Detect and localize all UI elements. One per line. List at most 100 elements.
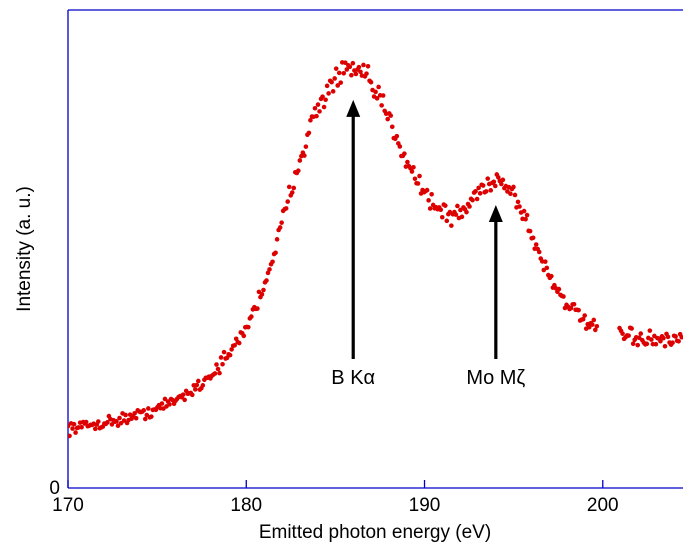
data-point-137 (273, 250, 278, 256)
data-point-327 (561, 294, 566, 299)
data-point-67 (167, 402, 172, 407)
data-point-222 (402, 151, 407, 156)
data-point-263 (464, 209, 469, 215)
data-point-214 (389, 124, 395, 130)
data-point-348 (593, 327, 598, 333)
data-point-50 (141, 408, 147, 413)
data-point-85 (194, 382, 200, 388)
data-point-148 (289, 190, 295, 195)
data-point-324 (556, 286, 562, 292)
data-point-368 (644, 341, 650, 347)
data-point-177 (333, 66, 339, 71)
data-point-141 (279, 220, 284, 225)
data-point-334 (571, 301, 577, 307)
data-point-211 (385, 116, 391, 122)
data-point-153 (297, 158, 303, 163)
data-point-294 (511, 184, 516, 190)
data-point-160 (308, 118, 313, 123)
data-point-89 (200, 383, 206, 388)
data-point-307 (530, 235, 536, 241)
data-point-250 (444, 218, 450, 224)
data-point-247 (439, 214, 445, 220)
data-point-316 (544, 265, 550, 271)
data-point-132 (265, 270, 271, 276)
data-point-344 (586, 324, 592, 330)
data-point-34 (117, 415, 122, 421)
data-point-341 (582, 313, 587, 318)
data-point-204 (374, 96, 380, 101)
data-point-183 (342, 60, 348, 65)
data-point-26 (105, 420, 110, 425)
data-point-165 (315, 102, 321, 107)
data-point-297 (515, 199, 521, 205)
x-tick-label-170: 170 (52, 495, 84, 516)
data-point-385 (670, 340, 675, 346)
data-point-146 (286, 184, 292, 190)
data-point-174 (329, 79, 334, 85)
data-point-157 (303, 144, 309, 149)
data-point-116 (241, 333, 247, 339)
x-axis-title: Emitted photon energy (eV) (259, 522, 491, 543)
data-point-231 (415, 181, 421, 186)
data-point-256 (453, 212, 459, 217)
data-point-131 (264, 278, 269, 283)
data-point-144 (283, 206, 289, 211)
data-point-197 (364, 71, 369, 76)
data-point-44 (132, 410, 137, 416)
data-point-193 (358, 69, 363, 75)
annotation-arrow-head-1 (488, 204, 503, 222)
data-point-259 (458, 207, 463, 213)
data-point-370 (647, 328, 653, 333)
data-point-108 (229, 347, 234, 352)
data-point-257 (455, 203, 460, 209)
data-point-4 (71, 421, 77, 427)
data-point-182 (341, 70, 347, 76)
data-point-358 (629, 326, 634, 331)
data-point-113 (236, 340, 242, 346)
data-point-163 (312, 105, 318, 111)
annotation-label-1: Mo Mζ (466, 367, 525, 389)
data-point-186 (347, 64, 353, 70)
data-point-295 (512, 192, 518, 198)
data-point-179 (336, 70, 342, 76)
data-point-99 (215, 366, 221, 372)
data-point-84 (192, 387, 198, 392)
data-point-229 (412, 176, 418, 182)
data-point-232 (417, 173, 422, 179)
data-point-51 (142, 416, 148, 422)
data-point-119 (246, 324, 251, 330)
data-point-86 (196, 378, 201, 384)
data-point-270 (474, 196, 480, 202)
annotation-arrow-head-0 (346, 99, 361, 117)
data-point-374 (653, 341, 659, 347)
data-point-149 (291, 185, 297, 191)
data-point-5 (73, 430, 78, 435)
data-point-346 (589, 322, 595, 327)
x-tick-label-190: 190 (409, 495, 441, 516)
data-point-380 (662, 343, 668, 349)
data-point-20 (96, 419, 101, 424)
data-point-33 (115, 423, 121, 428)
data-point-178 (335, 83, 341, 88)
data-point-208 (380, 93, 386, 98)
data-point-227 (409, 169, 415, 174)
data-point-187 (349, 72, 354, 78)
data-point-309 (533, 242, 539, 247)
data-point-170 (323, 97, 328, 103)
data-point-103 (221, 349, 227, 355)
data-point-303 (524, 212, 530, 218)
data-point-349 (594, 324, 600, 329)
data-point-107 (227, 352, 233, 358)
data-point-319 (549, 273, 554, 279)
data-point-129 (261, 287, 266, 293)
data-point-371 (649, 337, 654, 342)
data-point-152 (296, 168, 301, 174)
data-point-101 (218, 355, 224, 360)
data-point-253 (449, 223, 454, 228)
data-point-190 (353, 71, 359, 77)
data-point-35 (118, 420, 124, 426)
data-point-298 (517, 204, 522, 209)
data-point-277 (485, 176, 491, 181)
data-point-246 (438, 207, 444, 213)
data-point-213 (388, 113, 394, 118)
